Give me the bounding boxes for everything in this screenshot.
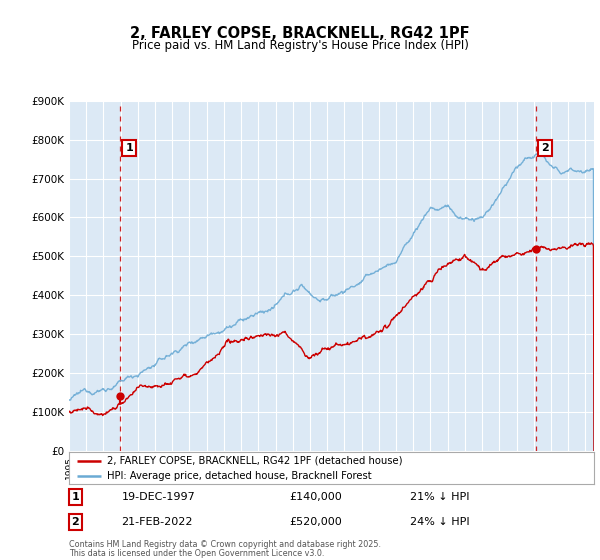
Text: 19-DEC-1997: 19-DEC-1997 bbox=[121, 492, 195, 502]
Text: HPI: Average price, detached house, Bracknell Forest: HPI: Average price, detached house, Brac… bbox=[107, 470, 371, 480]
Text: 2: 2 bbox=[71, 517, 79, 527]
Text: 21-FEB-2022: 21-FEB-2022 bbox=[121, 517, 193, 527]
Text: 1: 1 bbox=[125, 143, 133, 153]
Text: 24% ↓ HPI: 24% ↓ HPI bbox=[410, 517, 470, 527]
Text: Contains HM Land Registry data © Crown copyright and database right 2025.: Contains HM Land Registry data © Crown c… bbox=[69, 540, 381, 549]
Text: £520,000: £520,000 bbox=[290, 517, 342, 527]
Text: £140,000: £140,000 bbox=[290, 492, 342, 502]
Text: 2, FARLEY COPSE, BRACKNELL, RG42 1PF (detached house): 2, FARLEY COPSE, BRACKNELL, RG42 1PF (de… bbox=[107, 456, 403, 466]
Text: Price paid vs. HM Land Registry's House Price Index (HPI): Price paid vs. HM Land Registry's House … bbox=[131, 39, 469, 53]
Text: This data is licensed under the Open Government Licence v3.0.: This data is licensed under the Open Gov… bbox=[69, 549, 325, 558]
Text: 1: 1 bbox=[71, 492, 79, 502]
Text: 21% ↓ HPI: 21% ↓ HPI bbox=[410, 492, 470, 502]
Text: 2: 2 bbox=[541, 143, 549, 153]
Text: 2, FARLEY COPSE, BRACKNELL, RG42 1PF: 2, FARLEY COPSE, BRACKNELL, RG42 1PF bbox=[130, 26, 470, 41]
